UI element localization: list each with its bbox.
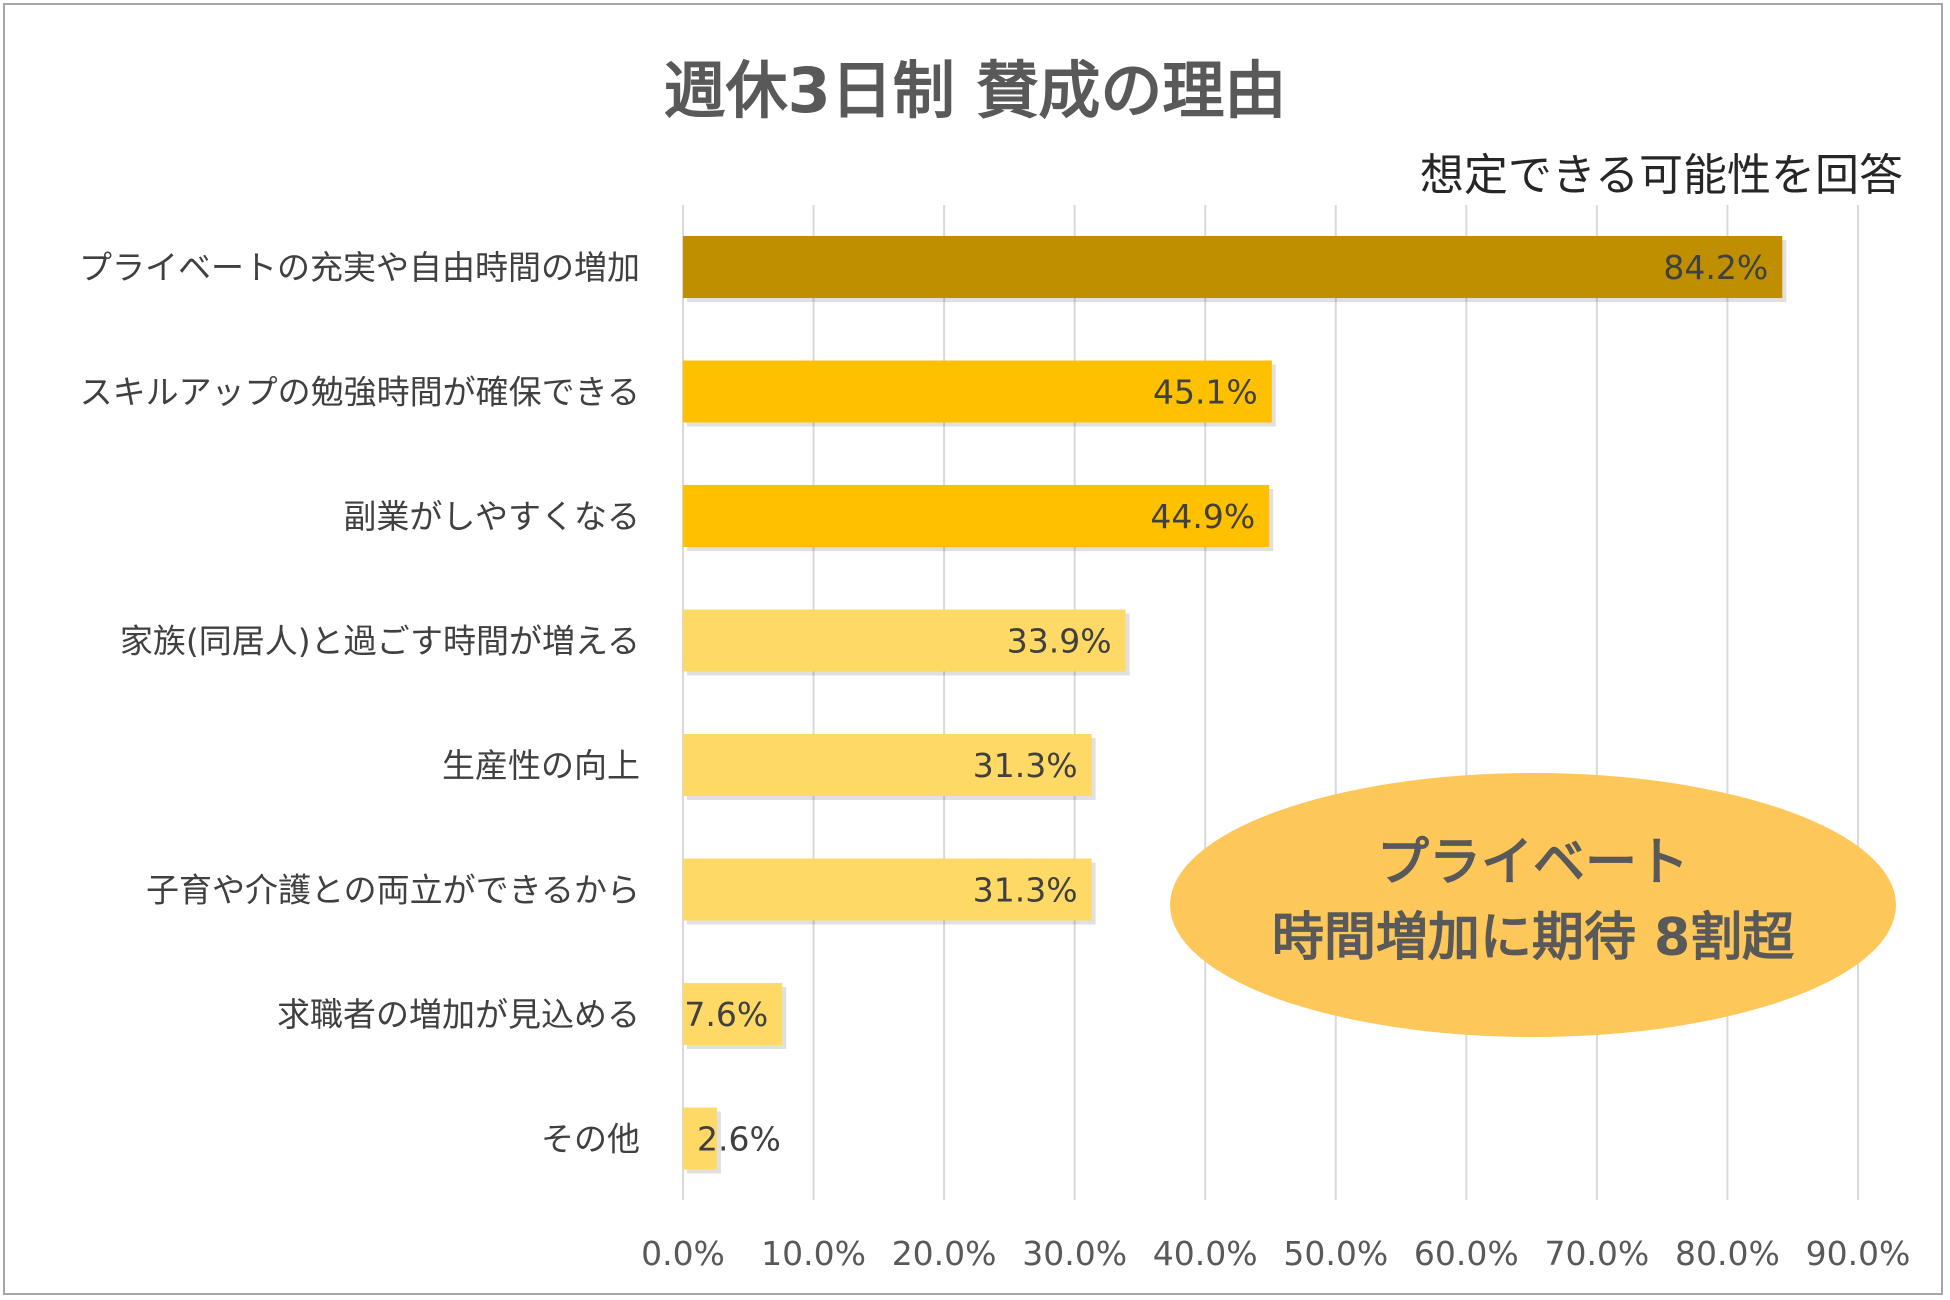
category-label: 生産性の向上 [442, 746, 640, 785]
bar-value-label: 2.6% [697, 1120, 781, 1159]
gridlines [682, 205, 1859, 1200]
callout-line-2: 時間増加に期待 8割超 [1272, 908, 1795, 968]
category-label: その他 [541, 1120, 640, 1159]
x-tick-label: 40.0% [1153, 1234, 1258, 1273]
x-tick-label: 30.0% [1022, 1234, 1127, 1273]
bar-value-label: 45.1% [1153, 373, 1258, 412]
bars [683, 236, 1787, 1174]
bar-value-label: 7.6% [684, 995, 768, 1034]
category-label: 求職者の増加が見込める [277, 995, 640, 1034]
category-label: スキルアップの勉強時間が確保できる [80, 373, 640, 412]
chart-subtitle: 想定できる可能性を回答 [1420, 150, 1903, 201]
x-tick-label: 0.0% [641, 1234, 725, 1273]
chart-title: 週休3日制 賛成の理由 [664, 54, 1287, 127]
bar-value-label: 84.2% [1663, 248, 1768, 287]
x-tick-label: 20.0% [892, 1234, 997, 1273]
bar [683, 485, 1270, 547]
labels: 0.0% 10.0% 20.0% 30.0% 40.0% 50.0% 60.0% 70.0% 8… [79, 248, 1910, 1273]
bar-value-label: 31.3% [973, 871, 1078, 910]
category-label: 子育や介護との両立ができるから [146, 871, 640, 910]
x-tick-label: 80.0% [1675, 1234, 1780, 1273]
callout-line-1: プライベート [1377, 833, 1689, 893]
category-label: 家族(同居人)と過ごす時間が増える [120, 622, 640, 661]
bar [683, 609, 1126, 672]
bar-value-label: 44.9% [1150, 497, 1255, 536]
bar-value-label: 31.3% [973, 746, 1078, 785]
bar-value-label: 33.9% [1007, 622, 1112, 661]
callout: プライベート 時間増加に期待 8割超 [1170, 773, 1896, 1037]
x-tick-label: 60.0% [1414, 1234, 1519, 1273]
category-label: 副業がしやすくなる [343, 497, 640, 536]
x-tick-label: 50.0% [1283, 1234, 1388, 1273]
bar [683, 360, 1272, 423]
x-tick-label: 10.0% [761, 1234, 866, 1273]
category-label: プライベートの充実や自由時間の増加 [79, 248, 640, 287]
bar [683, 734, 1092, 796]
bar [683, 858, 1092, 921]
bar [683, 1107, 717, 1170]
bar [683, 236, 1783, 298]
callout-ellipse [1170, 773, 1896, 1037]
x-tick-label: 70.0% [1544, 1234, 1649, 1273]
chart-frame [3, 3, 1943, 1295]
bar [683, 983, 783, 1045]
x-tick-label: 90.0% [1806, 1234, 1911, 1273]
